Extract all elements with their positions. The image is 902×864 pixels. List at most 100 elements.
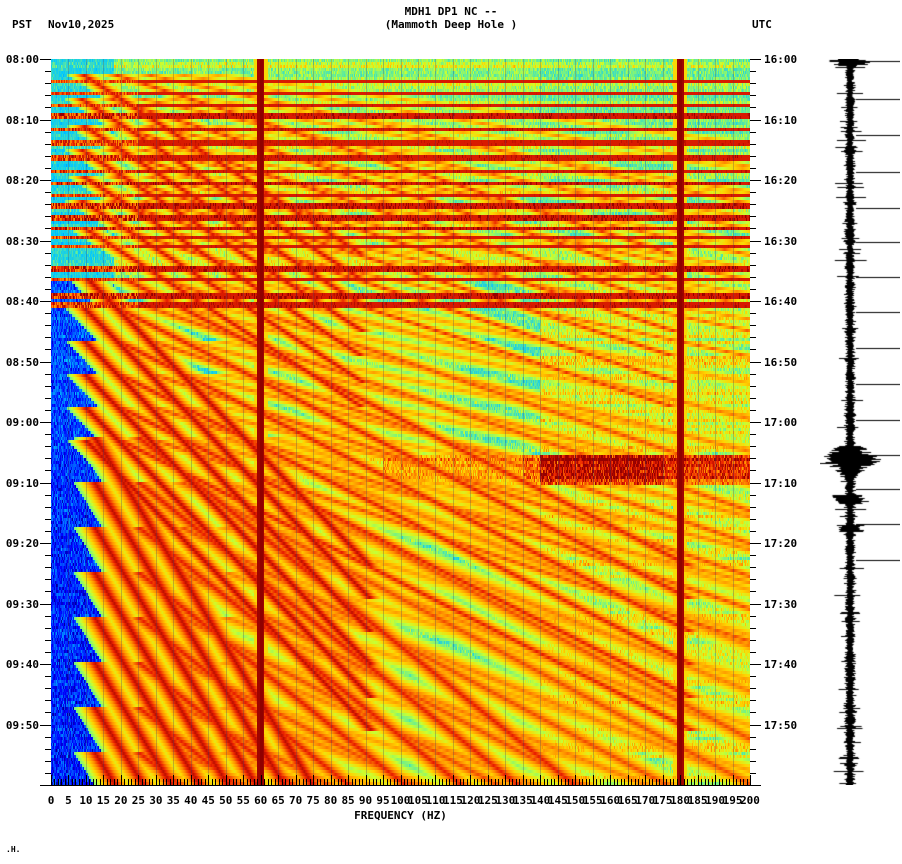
y-tick-minor-left — [45, 131, 51, 133]
y-tick-minor-left — [45, 567, 51, 569]
x-tick-minor — [54, 779, 56, 785]
y-tick-minor-right — [750, 276, 756, 278]
x-tick-minor — [568, 779, 570, 785]
x-tick-minor — [106, 779, 108, 785]
y-axis-tick-label-right: 17:20 — [764, 537, 798, 550]
x-tick-minor — [274, 779, 276, 785]
y-tick-major-left — [40, 59, 51, 60]
x-tick-major — [452, 775, 454, 785]
x-tick-major — [225, 775, 227, 785]
y-tick-minor-left — [45, 228, 51, 230]
x-tick-minor — [631, 779, 633, 785]
y-tick-minor-right — [750, 143, 756, 145]
y-tick-minor-left — [45, 676, 51, 678]
x-tick-minor — [320, 779, 322, 785]
y-tick-major-left — [40, 482, 51, 484]
x-tick-minor — [344, 779, 346, 785]
y-tick-minor-left — [45, 555, 51, 557]
x-tick-minor — [508, 779, 510, 785]
spectrogram-panel[interactable] — [51, 59, 750, 785]
x-axis-tick-label: 185 — [687, 794, 708, 807]
x-tick-major — [313, 775, 315, 785]
y-axis-tick-label-right: 16:00 — [764, 53, 798, 66]
x-tick-minor — [159, 779, 161, 785]
x-tick-minor — [708, 779, 710, 785]
x-axis-tick-label: 15 — [96, 794, 111, 807]
y-tick-major-right — [750, 543, 761, 544]
x-axis-tick-label: 160 — [600, 794, 621, 807]
x-tick-major — [732, 775, 734, 785]
x-tick-minor — [127, 779, 129, 785]
y-tick-minor-right — [750, 337, 756, 339]
x-tick-minor — [71, 779, 73, 785]
x-tick-minor — [571, 779, 573, 785]
y-tick-minor-left — [45, 651, 51, 653]
x-tick-minor — [599, 779, 601, 785]
y-tick-minor-left — [45, 712, 51, 714]
y-tick-major-left — [40, 724, 51, 726]
x-axis-tick-label: 25 — [131, 794, 145, 807]
x-tick-minor — [673, 779, 675, 785]
x-tick-minor — [250, 779, 252, 785]
y-tick-minor-right — [750, 651, 756, 653]
y-tick-minor-right — [750, 700, 756, 702]
x-tick-minor — [519, 779, 521, 785]
y-tick-major-right — [750, 119, 761, 121]
x-tick-minor — [183, 779, 185, 785]
x-tick-major — [260, 775, 262, 785]
y-axis-tick-label-right: 16:30 — [764, 234, 798, 248]
y-tick-minor-left — [45, 409, 51, 411]
x-tick-minor — [390, 779, 391, 785]
x-tick-minor — [222, 779, 224, 785]
x-tick-minor — [501, 779, 503, 785]
y-tick-minor-left — [45, 458, 51, 460]
y-tick-minor-left — [45, 760, 51, 762]
x-tick-minor — [634, 779, 636, 785]
x-tick-minor — [141, 779, 143, 785]
y-tick-minor-left — [45, 688, 51, 690]
x-tick-minor — [166, 779, 168, 785]
x-tick-minor — [746, 779, 748, 785]
x-tick-minor — [606, 779, 608, 785]
x-tick-minor — [722, 779, 724, 785]
y-tick-minor-right — [750, 688, 756, 690]
y-tick-minor-left — [45, 83, 51, 85]
x-tick-minor — [110, 779, 112, 785]
x-tick-minor — [341, 779, 343, 785]
y-axis-tick-label-right: 17:50 — [764, 718, 798, 732]
x-tick-minor — [169, 779, 171, 785]
x-tick-minor — [683, 779, 685, 785]
x-tick-minor — [526, 779, 528, 785]
x-tick-minor — [204, 779, 206, 785]
x-tick-major — [680, 775, 682, 785]
y-tick-major-left — [40, 119, 51, 121]
seismogram-trace — [820, 59, 900, 785]
x-axis-tick-label: 140 — [530, 794, 551, 807]
y-tick-major-right — [750, 301, 761, 302]
seismogram-trace-panel[interactable] — [820, 59, 900, 785]
y-tick-minor-left — [45, 506, 51, 508]
y-tick-minor-right — [750, 349, 756, 351]
x-axis-tick-label: 90 — [358, 794, 373, 807]
x-tick-minor — [414, 779, 416, 785]
x-tick-major — [155, 775, 157, 785]
y-tick-minor-left — [45, 397, 51, 399]
x-tick-minor — [351, 779, 353, 785]
y-tick-major-right — [750, 482, 761, 484]
x-tick-minor — [372, 779, 374, 785]
x-tick-major — [68, 775, 70, 785]
y-tick-minor-right — [750, 155, 756, 157]
y-tick-minor-left — [45, 639, 51, 641]
y-tick-minor-right — [750, 639, 756, 641]
x-tick-major — [697, 775, 699, 785]
x-tick-minor — [564, 779, 566, 785]
x-tick-major — [750, 775, 751, 785]
y-tick-minor-right — [750, 736, 756, 738]
timezone-label-right: UTC — [752, 18, 772, 31]
x-tick-minor — [134, 779, 136, 785]
x-tick-minor — [536, 779, 538, 785]
x-tick-major — [610, 775, 612, 785]
y-tick-minor-right — [750, 760, 756, 762]
x-axis-tick-label: 5 — [65, 794, 72, 807]
x-tick-minor — [229, 779, 231, 785]
